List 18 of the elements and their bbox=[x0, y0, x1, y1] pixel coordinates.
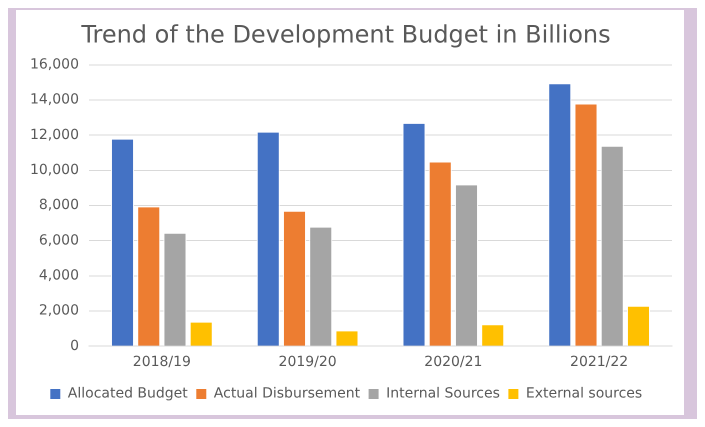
y-tick-label: 14,000 bbox=[30, 92, 79, 108]
legend-label: Actual Disbursement bbox=[214, 386, 361, 402]
y-tick-label: 2,000 bbox=[38, 302, 79, 319]
x-tick-label: 2021/22 bbox=[570, 354, 628, 370]
legend-label: Allocated Budget bbox=[68, 386, 188, 402]
y-tick-label: 10,000 bbox=[30, 162, 79, 178]
y-tick-label: 6,000 bbox=[38, 232, 79, 248]
legend-label: Internal Sources bbox=[386, 386, 500, 402]
y-tick-label: 8,000 bbox=[38, 197, 79, 214]
legend-label: External sources bbox=[526, 386, 642, 402]
y-tick-label: 0 bbox=[70, 338, 79, 354]
x-tick-label: 2019/20 bbox=[278, 354, 337, 370]
x-tick-label: 2018/19 bbox=[132, 354, 191, 370]
y-tick-label: 4,000 bbox=[38, 267, 79, 284]
y-tick-label: 12,000 bbox=[30, 126, 79, 143]
y-tick-label: 16,000 bbox=[30, 56, 79, 72]
x-tick-label: 2020/21 bbox=[424, 354, 482, 370]
chart-title: Trend of the Development Budget in Billions bbox=[80, 20, 611, 49]
